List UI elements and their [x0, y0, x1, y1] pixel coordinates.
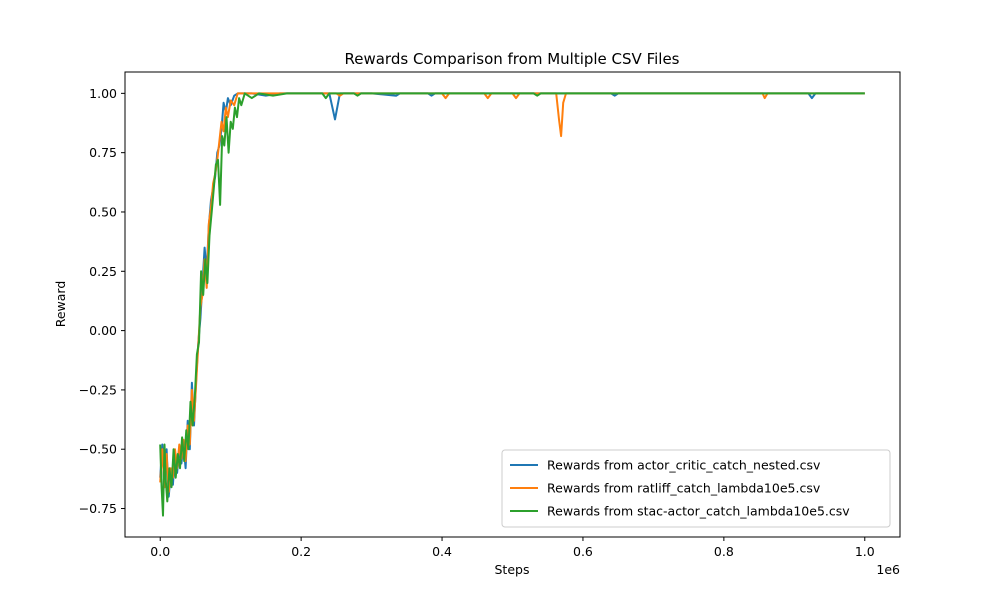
legend-entry-3: Rewards from stac-actor_catch_lambda10e5… [547, 504, 850, 519]
y-axis-ticks: −0.75 −0.50 −0.25 0.00 0.25 0.50 0.75 1.00 [79, 86, 125, 516]
plot-area [124, 71, 901, 538]
legend-entry-2: Rewards from ratliff_catch_lambda10e5.cs… [547, 481, 821, 496]
plot-frame [124, 71, 901, 538]
y-tick-label: 0.75 [89, 145, 117, 160]
legend-box [501, 449, 891, 528]
y-tick-label: 0.25 [89, 264, 117, 279]
x-axis-offset-label: 1e6 [876, 562, 900, 577]
y-tick-label: 1.00 [89, 86, 117, 101]
x-tick-label: 0.2 [291, 544, 311, 559]
legend: Rewards from actor_critic_catch_nested.c… [501, 449, 891, 528]
y-tick-label: −0.25 [79, 382, 117, 397]
y-tick-label: −0.75 [79, 501, 117, 516]
legend-entry-1: Rewards from actor_critic_catch_nested.c… [547, 458, 821, 473]
x-tick-label: 0.6 [573, 544, 593, 559]
x-tick-label: 1.0 [855, 544, 875, 559]
y-tick-label: 0.50 [89, 204, 117, 219]
x-tick-label: 0.8 [714, 544, 734, 559]
series-line-2 [159, 92, 865, 493]
x-tick-label: 0.4 [432, 544, 452, 559]
x-axis-label: Steps [495, 562, 530, 577]
series-line-1 [159, 92, 865, 498]
chart-title: Rewards Comparison from Multiple CSV Fil… [345, 50, 680, 68]
series-line-3 [159, 92, 865, 517]
y-tick-label: −0.50 [79, 442, 117, 457]
y-tick-label: 0.00 [89, 323, 117, 338]
y-axis-label: Reward [53, 281, 68, 328]
x-axis-ticks: 0.0 0.2 0.4 0.6 0.8 1.0 [150, 537, 875, 559]
x-tick-label: 0.0 [150, 544, 170, 559]
series-group [159, 92, 865, 517]
